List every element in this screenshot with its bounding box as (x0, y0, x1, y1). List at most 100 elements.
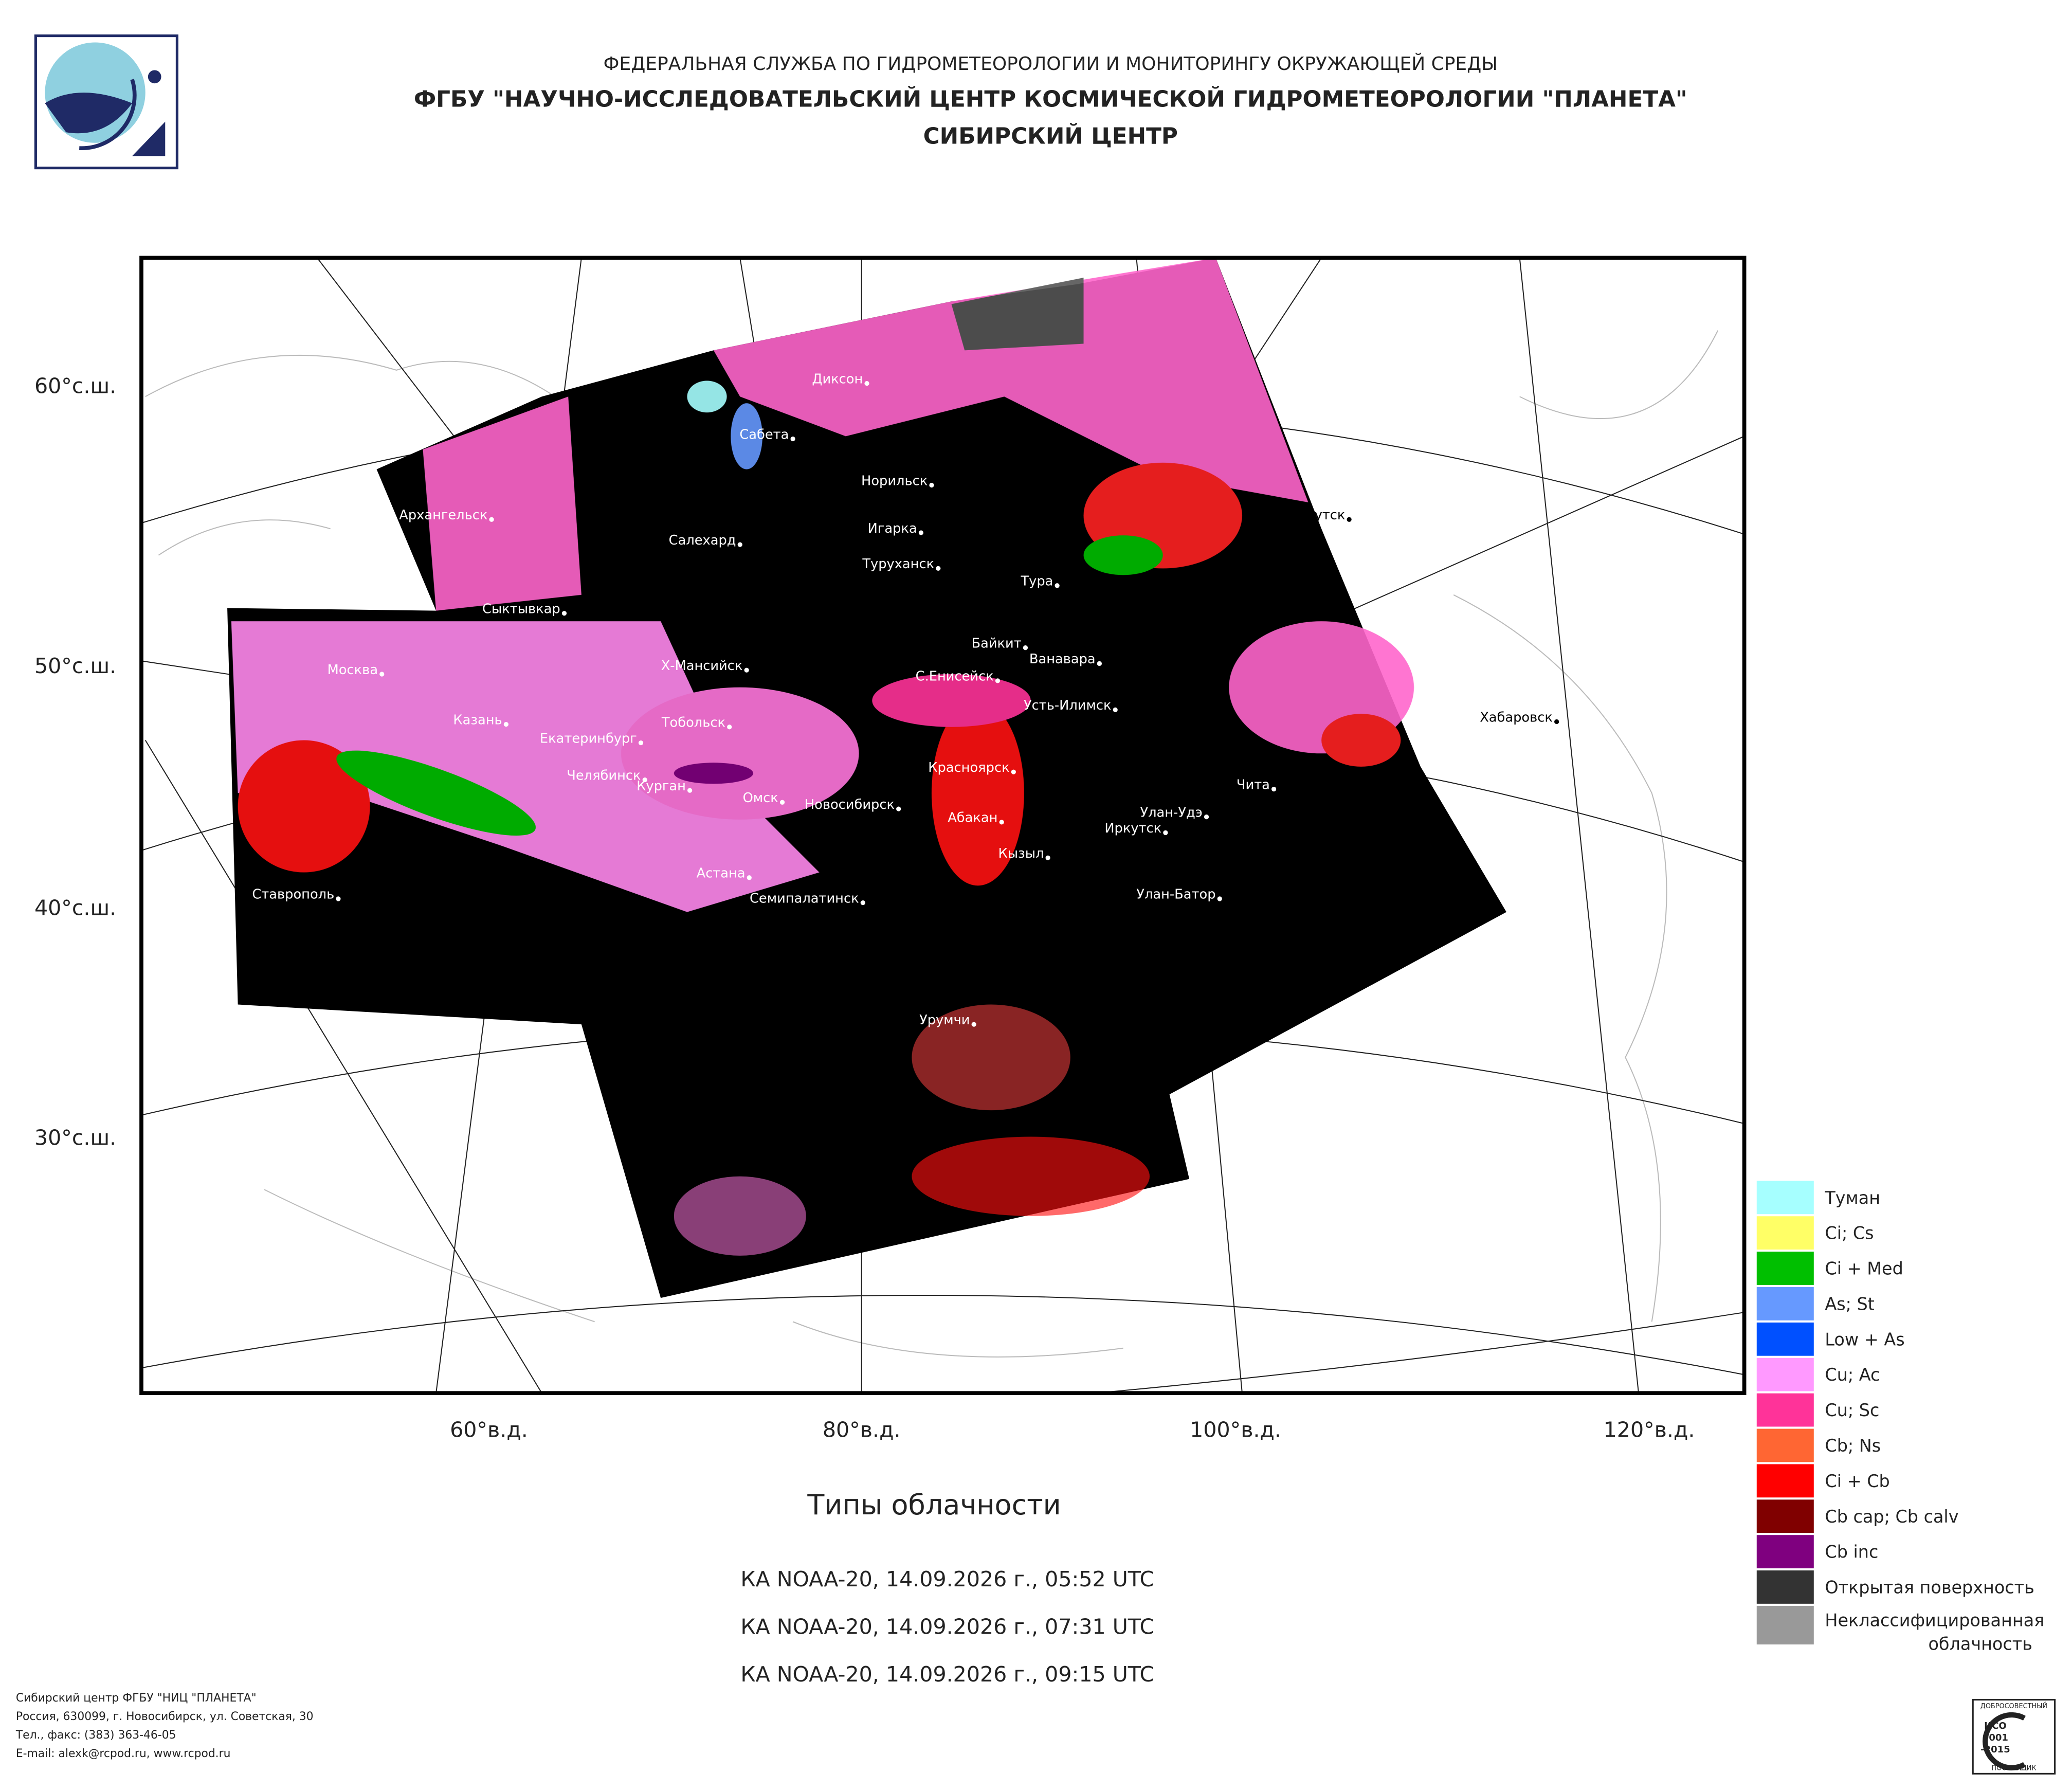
city-label: Усть-Илимск (1024, 698, 1112, 713)
legend-swatch (1755, 1392, 1815, 1428)
legend-swatch (1755, 1604, 1815, 1646)
city-label: Улан-Удэ (1140, 805, 1202, 820)
legend: Туман Ci; Cs Ci + Med As; St Low + As Cu; Ac C… (1755, 1180, 2044, 1654)
city-label: Туруханск (862, 556, 934, 572)
city-label: Улан-Батор (1136, 887, 1215, 902)
city-label: Абакан (948, 810, 997, 826)
city-dot (1347, 517, 1352, 522)
city-label: Иркутск (1104, 821, 1161, 836)
city-dot (1113, 707, 1118, 713)
graticule-labels: 60°с.ш. 50°с.ш. 40°с.ш. 30°с.ш. 60°в.д. 80°в.… (34, 373, 1695, 1442)
legend-swatch (1755, 1180, 1815, 1216)
city-label: Новосибирск (805, 797, 895, 812)
city-dot (1045, 855, 1050, 860)
city-dot (737, 542, 742, 547)
pass-line: КА NOAA-20, 14.09.2026 г., 07:31 UTC (740, 1615, 1154, 1639)
city-dot (1217, 896, 1222, 901)
city-dot (999, 820, 1004, 825)
city-dot (790, 436, 795, 442)
city-dot (379, 672, 385, 677)
lon-label: 120°в.д. (1604, 1418, 1695, 1442)
footer: Сибирский центр ФГБУ "НИЦ "ПЛАНЕТА" Росси… (15, 1692, 314, 1760)
city-dot (687, 788, 693, 793)
city-dot (1204, 814, 1209, 820)
city-dot (1097, 661, 1102, 666)
legend-swatch (1755, 1321, 1815, 1357)
city-labels: Диксон Сабета Норильск Игарка Туруханск Тура Я… (252, 371, 1559, 1028)
legend-label: Ci + Cb (1825, 1471, 1889, 1491)
city-dot (561, 611, 567, 616)
lon-label: 80°в.д. (823, 1418, 901, 1442)
city-dot (1271, 786, 1277, 792)
pass-line: КА NOAA-20, 14.09.2026 г., 09:15 UTC (740, 1662, 1154, 1687)
city-dot (1163, 830, 1168, 836)
city-dot (929, 482, 934, 488)
legend-label: Неклассифицированная (1825, 1610, 2044, 1630)
footer-line: Сибирский центр ФГБУ "НИЦ "ПЛАНЕТА" (16, 1692, 257, 1705)
lon-label: 100°в.д. (1190, 1418, 1281, 1442)
legend-label: Low + As (1825, 1329, 1904, 1349)
satellite-swath (227, 258, 1506, 1298)
city-dot (860, 900, 865, 906)
lat-label: 50°с.ш. (34, 654, 116, 678)
header-institute: ФГБУ "НАУЧНО-ИССЛЕДОВАТЕЛЬСКИЙ ЦЕНТР КОС… (414, 85, 1687, 113)
caption: Типы облачности (807, 1489, 1061, 1521)
legend-swatch (1755, 1463, 1815, 1499)
city-label: С.Енисейск (916, 669, 994, 684)
city-dot (918, 530, 924, 535)
city-label: Кызыл (998, 846, 1044, 861)
city-label: Тура (1020, 574, 1053, 589)
city-dot (995, 678, 1001, 683)
legend-swatch (1755, 1251, 1815, 1286)
city-label: Диксон (812, 371, 863, 387)
city-label: Курган (637, 779, 686, 794)
map: Диксон Сабета Норильск Игарка Туруханск Тура Я… (34, 256, 1747, 1442)
city-label: Семипалатинск (750, 891, 859, 906)
logo (34, 34, 178, 170)
city-dot (779, 800, 785, 805)
lat-label: 40°с.ш. (34, 895, 116, 920)
city-dot (1023, 645, 1028, 650)
city-label: Екатеринбург (540, 731, 637, 746)
legend-label: Открытая поверхность (1825, 1578, 2034, 1598)
legend-label: Cb; Ns (1825, 1436, 1881, 1456)
city-label: Урумчи (919, 1012, 970, 1028)
cert-year: -2015 (1980, 1744, 2010, 1755)
legend-swatch (1755, 1427, 1815, 1463)
city-label: Байкит (971, 636, 1021, 651)
footer-line: Россия, 630099, г. Новосибирск, ул. Сове… (16, 1710, 314, 1723)
footer-line: E-mail: alexk@rcpod.ru, www.rcpod.ru (16, 1747, 231, 1760)
header-agency: ФЕДЕРАЛЬНАЯ СЛУЖБА ПО ГИДРОМЕТЕОРОЛОГИИ … (604, 53, 1498, 75)
lat-label: 60°с.ш. (34, 373, 116, 398)
legend-label: Cu; Sc (1825, 1400, 1879, 1420)
legend-swatch (1755, 1498, 1815, 1534)
coastlines (145, 330, 1719, 1358)
city-dot (503, 722, 508, 727)
legend-label: Cb cap; Cb calv (1825, 1507, 1958, 1527)
city-label: Салехард (669, 533, 736, 548)
city-label: Москва (328, 662, 378, 678)
city-dot (727, 725, 732, 730)
city-label: Архангельск (399, 508, 487, 523)
city-dot (971, 1022, 976, 1027)
city-label: Челябинск (567, 768, 641, 783)
cert-9001: 9001 (1983, 1732, 2008, 1743)
city-label: Омск (743, 790, 778, 806)
legend-label: As; St (1825, 1294, 1874, 1314)
city-label: Хабаровск (1480, 710, 1553, 725)
city-dot (1011, 769, 1016, 774)
certificate: ДОБРОСОВЕСТНЫЙ ИСО 9001 -2015 ПОСТАВЩИК (1972, 1698, 2056, 1775)
city-label: Тобольск (661, 715, 725, 731)
city-label: Норильск (861, 473, 928, 489)
city-dot (936, 566, 941, 571)
city-dot (747, 875, 752, 880)
city-label: Ставрополь (252, 887, 334, 902)
city-dot (638, 740, 644, 746)
passes: КА NOAA-20, 14.09.2026 г., 05:52 UTC КА N… (740, 1567, 1154, 1687)
city-dot (1554, 719, 1559, 725)
map-frame (139, 256, 1747, 1396)
legend-swatch (1755, 1534, 1815, 1570)
header-center: СИБИРСКИЙ ЦЕНТР (923, 122, 1178, 150)
lat-label: 30°с.ш. (34, 1126, 116, 1150)
